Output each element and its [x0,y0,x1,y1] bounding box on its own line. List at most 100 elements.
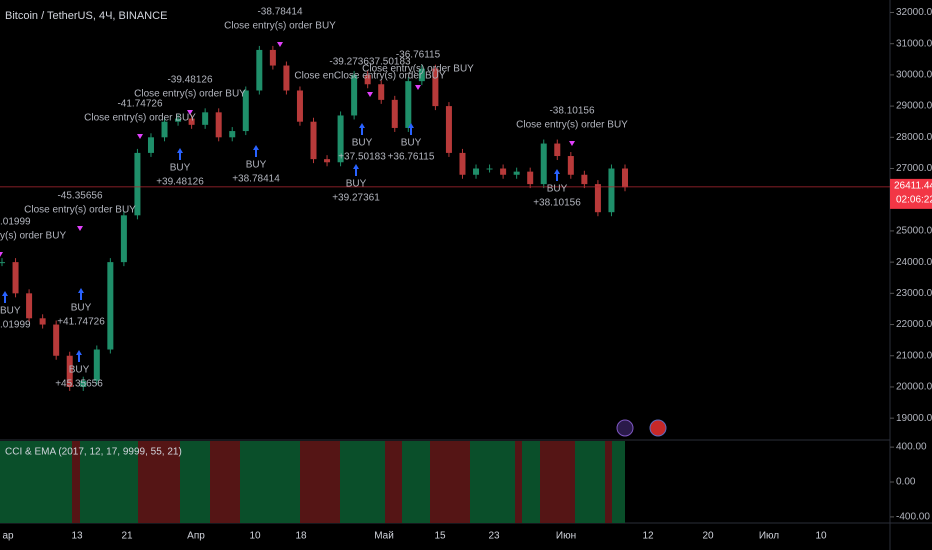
trade-annotation: +37.50183 [338,152,386,163]
candle-body [418,68,425,82]
candle-body [0,262,5,264]
indicator-band [575,441,605,523]
price-tick-label: 25000.00 [896,226,932,237]
indicator-tick-label: -400.00 [896,512,930,523]
candle-body [486,168,493,170]
candle-body [581,174,588,185]
candle-body [175,118,182,122]
candle-body [500,168,507,175]
price-tick-label: 27000.00 [896,163,932,174]
time-label: 23 [488,531,500,542]
trade-annotation: .01999 [0,217,31,228]
indicator-band [210,441,240,523]
trade-annotation: .01999 [0,320,31,331]
candle-body [608,168,615,213]
trade-annotation: Close entry(s) order BUY [516,120,628,131]
trade-annotation: y(s) order BUY [0,231,66,242]
indicator-band [540,441,575,523]
trade-annotation: BUY [547,184,568,195]
candle-body [296,90,303,122]
trade-annotation: +38.78414 [232,174,280,185]
indicator-band [522,441,540,523]
close-marker [415,85,421,90]
price-tick-label: 22000.00 [896,319,932,330]
candle-body [120,215,127,263]
time-label: 18 [295,531,307,542]
price-tick-label: 32000.00 [896,7,932,18]
price-tick-label: 30000.00 [896,70,932,81]
candle-body [567,156,574,175]
buy-arrow [78,288,84,300]
candle-body [26,293,33,319]
buy-arrow [408,123,414,135]
indicator-band [385,441,402,523]
trade-annotation: BUY [352,138,373,149]
time-label: Апр [187,531,205,542]
candle-body [513,171,520,175]
candle-body [324,159,331,163]
trade-annotation: -36.76115 [396,50,441,61]
candle-body [283,65,290,91]
buy-arrow [353,164,359,176]
flag-icon[interactable] [649,419,667,437]
time-label: 10 [249,531,261,542]
indicator-band [240,441,300,523]
time-label: ар [2,531,14,542]
buy-arrow [76,350,82,362]
candle-body [364,74,371,85]
trade-annotation: +38.10156 [533,198,581,209]
candle-body [622,168,628,188]
event-icon[interactable] [616,419,634,437]
indicator-label: CCI & EMA (2017, 12, 17, 9999, 55, 21) [5,447,182,458]
buy-arrow [2,291,8,303]
candle-body [53,324,60,356]
trade-annotation: -38.78414 [257,7,302,18]
price-tick-label: 19000.00 [896,413,932,424]
close-marker [367,92,373,97]
buy-arrow [177,148,183,160]
price-tick-label: 20000.00 [896,382,932,393]
candle-body [391,99,398,128]
candle-body [351,74,358,116]
trade-annotation: +36.76115 [388,152,435,163]
close-marker [137,134,143,139]
time-label: Июн [556,531,576,542]
time-label: 21 [121,531,133,542]
price-tick-label: 23000.00 [896,288,932,299]
trade-annotation: Close enClose entry(s) order BUY [294,71,445,82]
candle-body [432,68,439,107]
trade-annotation: +41.74726 [57,317,105,328]
trade-annotation: Close entry(s) order BUY [84,113,196,124]
last-price-label: 26411.44 [894,181,932,192]
close-marker [569,141,575,146]
trade-annotation: BUY [246,160,267,171]
indicator-band [605,441,612,523]
indicator-band [515,441,522,523]
symbol-title: Bitcoin / TetherUS, 4Ч, BINANCE [5,10,167,22]
indicator-band [402,441,430,523]
trade-annotation: BUY [170,163,191,174]
indicator-band [180,441,210,523]
candle-body [242,90,249,132]
candle-body [594,184,601,213]
indicator-bands [0,441,625,523]
candle-body [445,106,452,153]
trade-annotation: -41.74726 [117,99,162,110]
price-tick-label: 29000.00 [896,101,932,112]
close-marker [277,42,283,47]
trade-annotation: -39.273637.50183 [329,57,411,68]
indicator-band [612,441,625,523]
candle-body [269,49,276,66]
trade-annotation: -45.35656 [57,191,102,202]
trade-annotation: +39.48126 [156,177,204,188]
price-tick-label: 31000.00 [896,38,932,49]
close-marker [187,110,193,115]
indicator-band [0,441,72,523]
close-marker [77,226,83,231]
trade-annotation: BUY [346,179,367,190]
indicator-band [340,441,385,523]
price-tick-label: 24000.00 [896,257,932,268]
time-label: Июл [759,531,779,542]
trade-annotation: +45.35656 [55,379,103,390]
indicator-band [80,441,138,523]
